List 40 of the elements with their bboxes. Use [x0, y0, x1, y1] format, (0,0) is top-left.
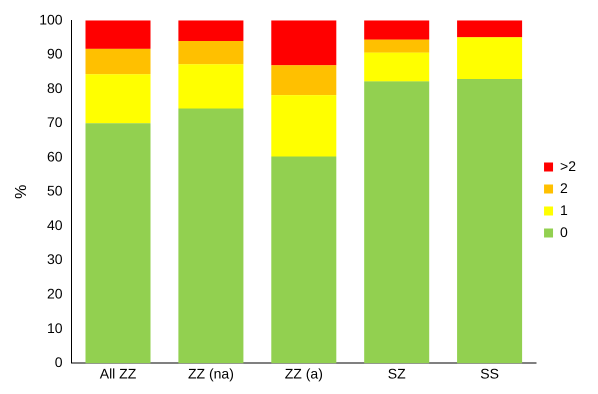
legend-label: 1 — [560, 202, 568, 218]
y-tick-label: 20 — [46, 286, 63, 302]
bar — [85, 74, 151, 124]
bar — [364, 40, 430, 53]
y-axis-title: % — [13, 184, 30, 199]
bar — [457, 79, 522, 364]
y-tick-label: 50 — [46, 182, 63, 199]
y-tick-label: 70 — [46, 114, 63, 130]
bar — [85, 20, 151, 49]
y-tick-label: 80 — [46, 80, 63, 96]
legend-label: 0 — [560, 224, 568, 240]
bar — [178, 64, 244, 108]
y-tick-label: 90 — [46, 46, 63, 62]
bar — [178, 40, 244, 64]
legend-label: >2 — [560, 158, 576, 174]
y-tick-label: 100 — [39, 11, 63, 28]
x-tick-label: All ZZ — [100, 365, 137, 382]
bar — [364, 52, 430, 82]
x-tick-label: ZZ (a) — [284, 365, 323, 382]
bar — [271, 65, 336, 96]
bar — [457, 37, 522, 80]
bar — [271, 156, 336, 364]
bar — [178, 108, 244, 364]
bar — [271, 95, 336, 156]
legend-label: 2 — [560, 180, 568, 196]
bar — [457, 20, 522, 38]
bar — [85, 123, 151, 364]
x-tick-label: SS — [480, 365, 499, 382]
y-tick-label: 0 — [54, 354, 63, 370]
x-tick-label: ZZ (na) — [188, 365, 234, 382]
bar — [364, 81, 430, 364]
x-tick-label: SZ — [388, 365, 406, 382]
bar — [271, 20, 336, 66]
bar — [364, 20, 430, 40]
y-tick-label: 60 — [46, 148, 63, 164]
bar — [85, 48, 151, 74]
y-tick-label: 30 — [46, 251, 63, 268]
y-tick-label: 40 — [46, 216, 63, 233]
bar — [178, 20, 244, 41]
y-tick-label: 10 — [46, 320, 63, 336]
